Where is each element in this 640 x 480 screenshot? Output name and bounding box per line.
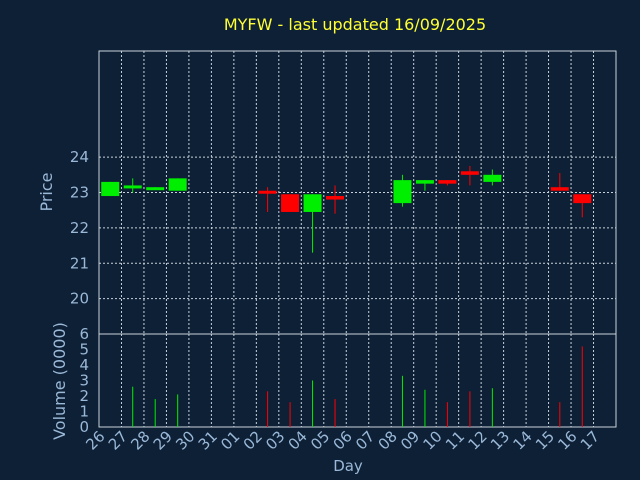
volume-tick-label: 0 [79, 418, 89, 436]
candle-body [415, 180, 434, 184]
volume-tick-label: 1 [79, 403, 89, 421]
price-tick-label: 22 [70, 219, 89, 237]
candle-body [101, 181, 120, 197]
volume-tick-label: 2 [79, 387, 89, 405]
volume-grid [98, 333, 617, 428]
price-tick-label: 21 [70, 254, 89, 272]
x-ticks: 2627282930310102030405060708091011121314… [82, 427, 603, 453]
price-grid [98, 50, 617, 335]
price-tick-label: 23 [70, 184, 89, 202]
candle-body [483, 174, 502, 182]
price-axis-label: Price [37, 172, 56, 211]
volume-tick-label: 3 [79, 372, 89, 390]
candle-body [123, 185, 142, 189]
price-tick-label: 20 [70, 290, 89, 308]
volume-frame [98, 333, 617, 428]
candle-body [438, 180, 457, 184]
chart-title: MYFW - last updated 16/09/2025 [224, 15, 486, 34]
volume-bars [132, 346, 583, 427]
candle-body [460, 171, 479, 175]
candles [101, 165, 592, 253]
candle-body [258, 190, 277, 194]
volume-axis-label: Volume (0000) [50, 322, 69, 440]
candle-body [168, 178, 187, 191]
price-ticks: 20 21 22 23 24 [70, 148, 89, 308]
candle-body [573, 194, 592, 204]
x-axis-label: Day [333, 457, 363, 475]
x-tick-label: 17 [577, 427, 603, 453]
candle-body [393, 180, 412, 204]
candle-body [303, 194, 322, 212]
candle-body [281, 194, 300, 212]
volume-tick-label: 4 [79, 356, 89, 374]
price-tick-label: 24 [70, 148, 89, 166]
candle-body [146, 187, 165, 191]
volume-tick-label: 6 [79, 325, 89, 343]
candle-body [550, 187, 569, 191]
volume-tick-label: 5 [79, 341, 89, 359]
candle-body [326, 196, 345, 200]
